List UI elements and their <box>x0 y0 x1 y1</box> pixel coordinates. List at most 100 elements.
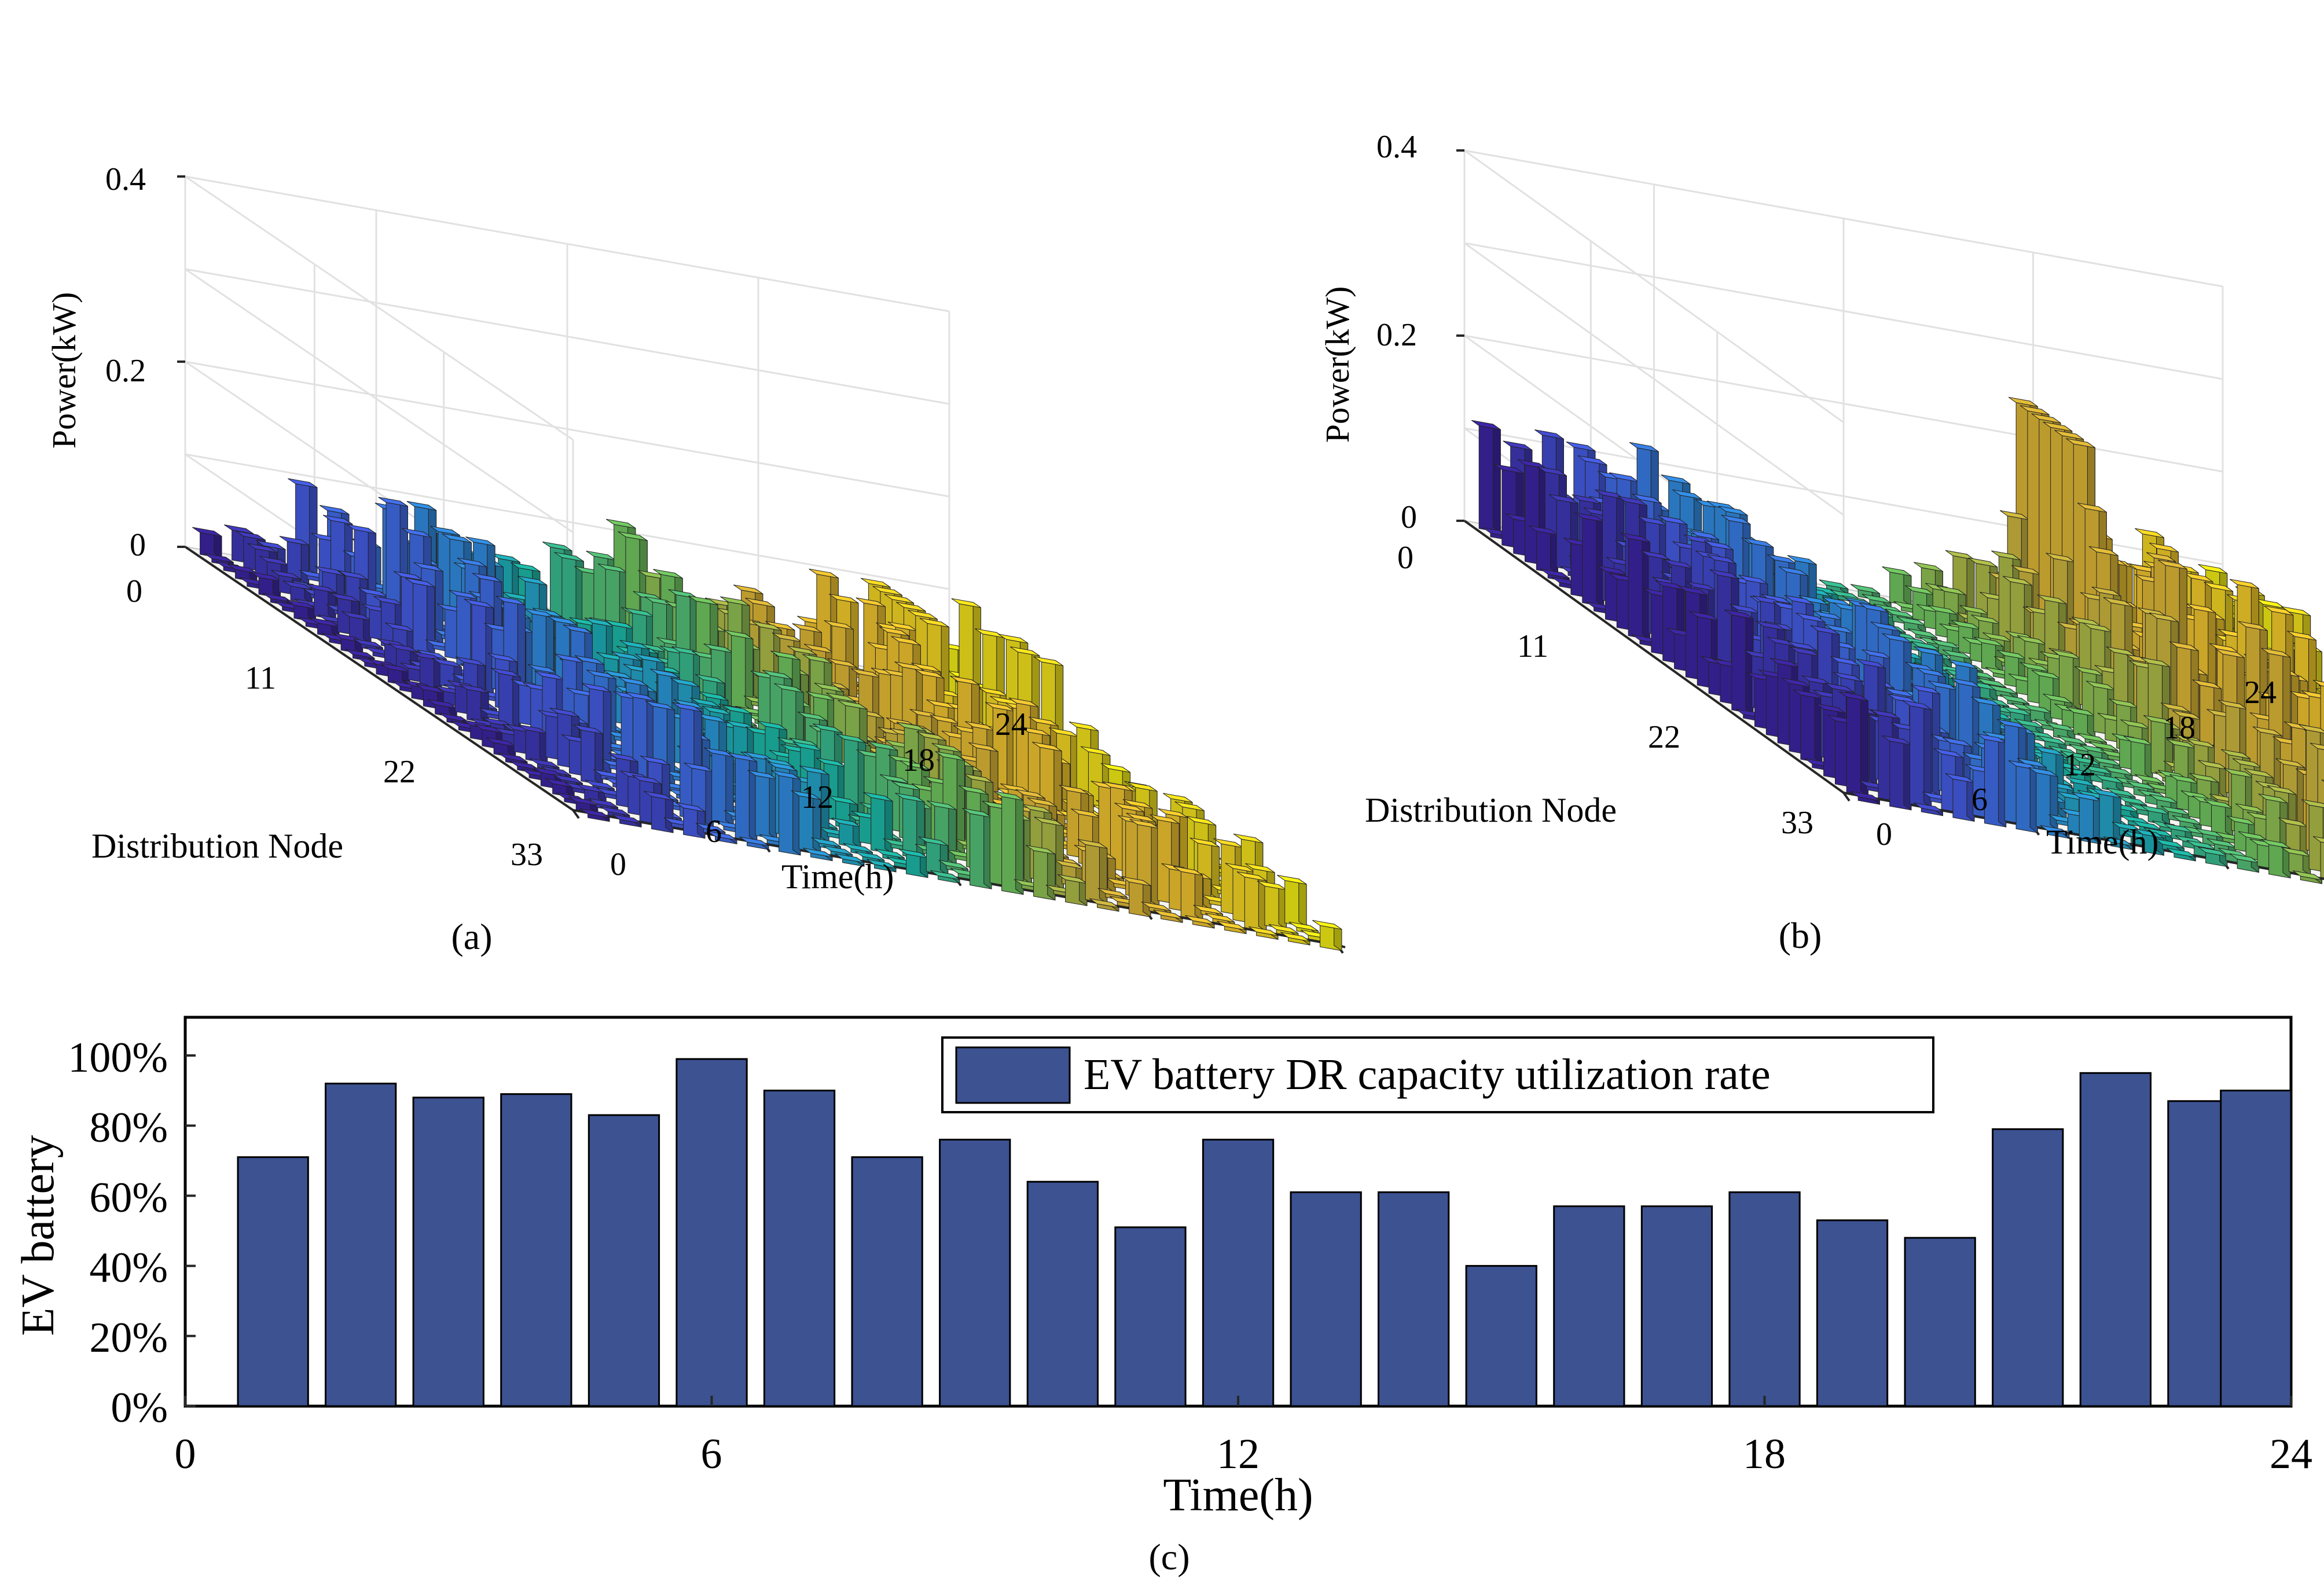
bar-face <box>665 794 674 833</box>
panel-a-z-tick: 0.2 <box>105 353 146 389</box>
bar-face <box>733 584 763 594</box>
bar-face <box>487 653 517 663</box>
panel-a-time-axis-label: Time(h) <box>781 858 894 896</box>
bar-face <box>618 531 648 541</box>
bar-face <box>574 655 605 665</box>
bar-face <box>464 598 494 609</box>
bar-face <box>809 568 839 579</box>
gridline <box>185 268 574 534</box>
node-axis-line <box>184 546 574 811</box>
bar-face <box>653 569 683 579</box>
bar3d <box>251 572 281 599</box>
bar-face <box>413 562 443 572</box>
panel-a-caption: (a) <box>451 916 492 957</box>
bar-face <box>309 481 318 576</box>
bar3d <box>459 683 489 724</box>
bar3d <box>427 699 457 719</box>
bar-face <box>548 616 578 626</box>
bar-face <box>457 557 487 568</box>
bar-face <box>549 707 579 718</box>
time-tick-mark <box>572 809 580 819</box>
panel-a-z-axis-label: Power(kW) <box>45 292 83 449</box>
bar-face <box>346 524 376 534</box>
bar-face <box>465 536 495 546</box>
bar-face <box>353 638 383 648</box>
bar-face <box>338 570 368 580</box>
panel-a-bars <box>192 478 1342 951</box>
bar3d <box>724 630 754 712</box>
bar3d <box>282 580 313 605</box>
panel-a-time-tick: 24 <box>995 707 1027 742</box>
bar-face <box>634 653 665 664</box>
bar-face <box>511 562 541 572</box>
panel-b: 0.4 0.2 0 Power(kW) 0 11 22 33 Distribut… <box>1319 129 2324 956</box>
bar-face <box>204 553 234 563</box>
bar-face <box>619 640 649 650</box>
bar-face <box>745 597 775 608</box>
bar-face <box>430 525 460 536</box>
panel-a-node-tick: 33 <box>511 837 543 873</box>
bar-face <box>279 536 309 546</box>
bar-face <box>282 580 313 590</box>
bar-face <box>456 656 486 667</box>
bar-face <box>288 478 318 488</box>
bar3d <box>491 668 521 730</box>
bar-face <box>442 533 472 543</box>
bar-face <box>1298 878 1307 928</box>
panel-a: 0.4 0.2 0 Power(kW) 0 11 22 33 Distribut… <box>45 161 1346 957</box>
bar-face <box>618 676 648 687</box>
bar-face <box>695 674 725 684</box>
bar-face <box>402 528 432 538</box>
bar-face <box>1492 424 1501 533</box>
panel-a-z-tick: 0.4 <box>105 161 146 197</box>
bar-face <box>472 573 502 583</box>
bar-face <box>432 657 462 668</box>
bar3d <box>517 724 548 764</box>
bar-face <box>611 651 641 661</box>
bar-face <box>529 758 560 768</box>
bar3d <box>554 552 584 629</box>
bar-face <box>688 595 718 605</box>
bar-face <box>1143 880 1151 918</box>
panel-a-node-tick: 22 <box>383 754 416 790</box>
bar-face <box>554 552 584 562</box>
bar-face <box>563 624 593 634</box>
panel-a-node-tick: 11 <box>245 660 276 696</box>
panel-a-time-tick: 18 <box>902 742 935 778</box>
bar-face <box>829 594 859 604</box>
panel-a-time-tick: 12 <box>801 779 834 815</box>
bar-face <box>224 524 254 534</box>
bar-face <box>320 505 350 515</box>
bar-face <box>495 595 526 606</box>
bar-face <box>517 576 548 586</box>
bar-face <box>344 649 375 659</box>
bar-face <box>247 543 277 553</box>
panel-a-z-ticks: 0.4 0.2 0 <box>105 161 146 563</box>
bar-face <box>752 621 782 631</box>
bar-face <box>406 501 436 511</box>
bar-face <box>459 683 489 694</box>
bar-face <box>491 668 521 678</box>
bar-face <box>542 541 572 551</box>
bar-face <box>490 553 520 563</box>
bar3d <box>405 578 435 656</box>
gridline <box>185 175 574 441</box>
panel-a-z-tick: 0 <box>130 527 146 563</box>
bar-face <box>586 670 616 679</box>
bar-face <box>271 569 301 580</box>
bar-face <box>405 578 435 587</box>
panel-a-node-axis-label: Distribution Node <box>91 827 343 865</box>
bar-face <box>314 566 344 576</box>
bar-face <box>322 514 353 525</box>
bar-face <box>1203 873 1211 911</box>
bar-face <box>256 540 286 550</box>
panel-a-node-tick: 0 <box>126 573 142 609</box>
panel-a-time-tick: 0 <box>610 847 626 882</box>
bar-face <box>329 593 359 602</box>
bar-face <box>192 527 222 537</box>
bar-face <box>792 623 822 633</box>
bar3d <box>192 527 222 559</box>
bar-face <box>724 630 754 639</box>
